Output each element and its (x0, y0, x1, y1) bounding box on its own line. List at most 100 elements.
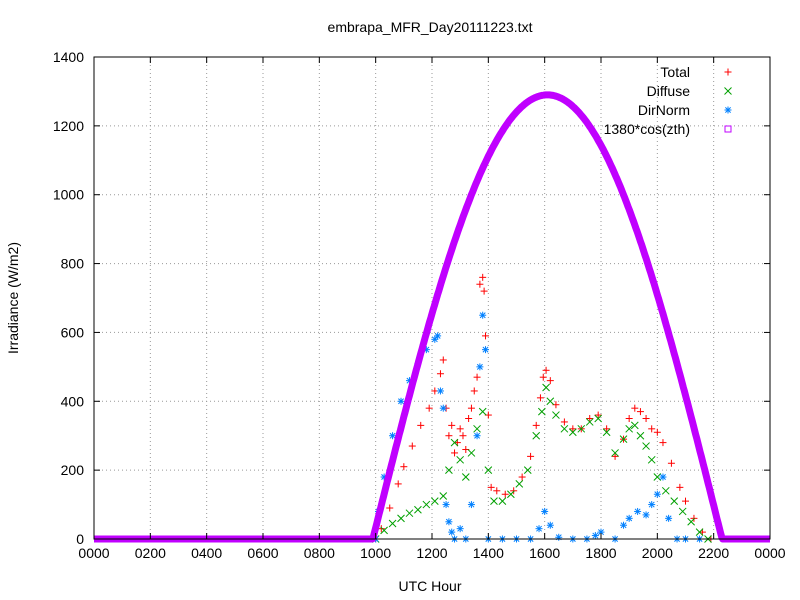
data-point-plus (479, 273, 487, 281)
y-tick-label: 400 (61, 393, 85, 409)
data-point-plus (456, 425, 464, 433)
data-point-plus (493, 487, 501, 495)
data-point-plus (470, 387, 478, 395)
data-point-cross (630, 421, 639, 430)
y-tick-label: 1000 (53, 187, 84, 203)
data-point-plus (386, 504, 394, 512)
data-point-plus (436, 370, 444, 378)
data-point-plus (653, 428, 661, 436)
x-tick-label: 2000 (642, 545, 673, 561)
data-point-cross (619, 435, 628, 444)
data-point-star (653, 490, 661, 498)
data-point-cross (422, 500, 431, 509)
y-axis-label: Irradiance (W/m2) (5, 242, 21, 354)
data-point-cross (405, 509, 414, 518)
data-point-star (541, 507, 549, 515)
data-point-star (591, 532, 599, 540)
data-point-star (555, 533, 563, 541)
data-point-plus (394, 480, 402, 488)
data-point-plus (594, 411, 602, 419)
data-point-cross (546, 397, 555, 406)
data-point-plus (425, 404, 433, 412)
y-tick-label: 200 (61, 462, 85, 478)
data-point-star (442, 501, 450, 509)
data-point-star (665, 514, 673, 522)
data-point-cross (473, 424, 481, 433)
x-tick-label: 0000 (754, 545, 785, 561)
data-point-cross (388, 519, 397, 528)
data-point-star (479, 311, 487, 319)
data-point-plus (539, 373, 547, 381)
data-point-cross (507, 490, 515, 499)
data-point-cross (490, 497, 498, 505)
data-point-star (436, 387, 444, 395)
data-point-star (467, 501, 475, 509)
data-point-star (439, 404, 447, 412)
data-point-star (456, 525, 464, 533)
data-point-cross (568, 428, 577, 437)
data-point-cross (439, 492, 448, 500)
data-point-star (634, 507, 642, 515)
data-point-plus (459, 432, 467, 440)
data-point-cross (594, 414, 603, 423)
data-point-plus (536, 394, 544, 402)
data-point-cross (670, 497, 679, 505)
series-1 (371, 383, 712, 543)
data-point-plus (586, 415, 594, 422)
data-point-plus (603, 425, 611, 433)
data-point-plus (448, 421, 456, 429)
data-point-plus (518, 473, 526, 481)
x-tick-label: 2200 (698, 545, 729, 561)
data-point-plus (501, 490, 509, 498)
data-point-plus (625, 415, 633, 422)
y-tick-label: 600 (61, 324, 85, 340)
data-point-plus (636, 408, 644, 416)
data-point-plus (546, 377, 554, 385)
data-point-star (620, 521, 628, 529)
data-point-plus (659, 439, 667, 447)
legend-label: DirNorm (638, 102, 690, 118)
x-tick-label: 1200 (416, 545, 447, 561)
data-point-cross (484, 466, 493, 474)
data-point-star (482, 346, 490, 354)
y-tick-label: 1200 (53, 118, 84, 134)
data-point-star (434, 332, 442, 340)
data-point-plus (467, 404, 475, 412)
data-point-cross (430, 497, 439, 505)
ticks: 0000 0200 0400 0600 0800 1000 1200 1400 1600 1800… (53, 49, 786, 561)
data-point-cross (577, 424, 586, 433)
data-point-plus (560, 418, 568, 426)
data-point-plus (400, 463, 408, 471)
data-point-cross (478, 407, 487, 416)
data-point-star (476, 363, 484, 371)
x-tick-label: 0200 (135, 545, 166, 561)
x-tick-label: 0800 (304, 545, 335, 561)
y-tick-label: 1400 (53, 49, 84, 65)
data-point-cross (552, 411, 560, 419)
data-point-plus (487, 483, 495, 491)
data-point-plus (642, 415, 650, 422)
x-tick-label: 1400 (473, 545, 504, 561)
data-point-plus (451, 449, 459, 457)
data-point-cross (647, 455, 656, 464)
data-point-cross (532, 431, 541, 440)
data-point-plus (611, 452, 619, 460)
data-point-cross (414, 505, 422, 514)
legend-marker (724, 68, 732, 76)
data-point-star (625, 514, 633, 522)
data-point-cross (450, 438, 459, 447)
x-axis-label: UTC Hour (398, 578, 461, 594)
data-point-plus (417, 421, 425, 429)
data-point-cross (560, 424, 569, 433)
data-point-cross (461, 473, 470, 481)
data-point-cross (678, 507, 687, 516)
data-point-cross (636, 431, 645, 440)
data-point-star (642, 511, 650, 519)
data-point-cross (585, 418, 594, 426)
x-tick-label: 0400 (191, 545, 222, 561)
data-point-star (546, 521, 554, 529)
data-point-cross (542, 383, 550, 392)
